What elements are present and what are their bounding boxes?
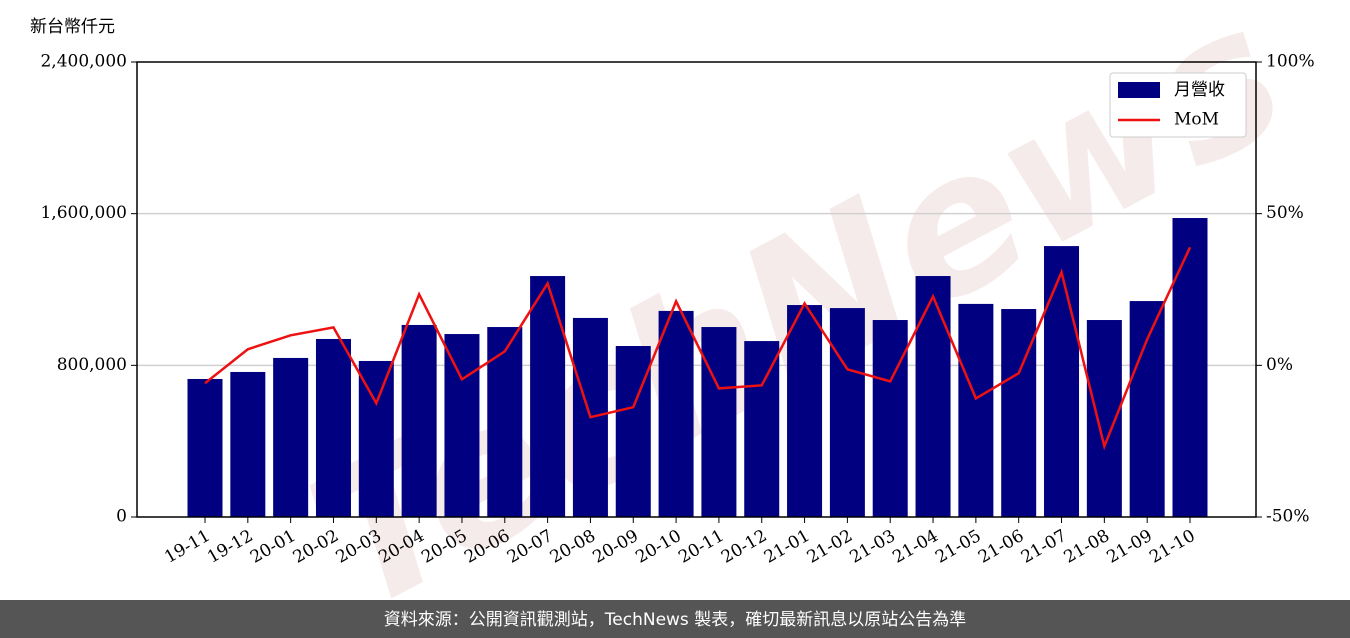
bar <box>829 308 865 517</box>
y-tick-label: 2,400,000 <box>40 52 127 72</box>
x-tick-label: 21-08 <box>1061 526 1113 568</box>
bar <box>1129 301 1165 517</box>
bar <box>1044 246 1080 517</box>
bar <box>230 371 266 517</box>
bar <box>1001 309 1037 517</box>
legend-swatch <box>1118 82 1160 98</box>
y-axis-label: 新台幣仟元 <box>30 17 115 37</box>
bar <box>315 338 351 517</box>
x-tick-label: 20-12 <box>718 526 770 568</box>
bar <box>958 303 994 517</box>
y2-tick-label: 100% <box>1266 52 1315 72</box>
bar <box>1172 218 1208 517</box>
x-tick-label: 20-11 <box>675 526 727 568</box>
bar <box>872 320 908 517</box>
bar <box>787 305 823 517</box>
bar <box>615 345 651 517</box>
x-tick-label: 21-02 <box>804 526 856 568</box>
x-tick-label: 21-03 <box>847 526 899 568</box>
y-tick-label: 0 <box>116 507 127 527</box>
bar <box>358 360 394 517</box>
legend-label: MoM <box>1174 110 1219 130</box>
bar <box>658 310 694 517</box>
y2-tick-label: 0% <box>1266 355 1293 375</box>
y2-tick-label: -50% <box>1266 507 1310 527</box>
x-tick-label: 21-05 <box>932 526 984 568</box>
x-tick-label: 19-12 <box>204 526 256 568</box>
plot-frame <box>136 61 1257 518</box>
bar <box>530 276 566 517</box>
x-tick-label: 21-04 <box>889 526 941 568</box>
x-tick-label: 21-07 <box>1018 526 1070 568</box>
y-tick-label: 800,000 <box>57 355 127 375</box>
bar <box>187 378 223 517</box>
legend-label: 月營收 <box>1174 80 1225 100</box>
x-tick-label: 21-10 <box>1146 526 1198 568</box>
y-tick-label: 1,600,000 <box>40 203 127 223</box>
x-tick-label: 21-06 <box>975 526 1027 568</box>
x-tick-label: 19-11 <box>161 526 213 568</box>
bar <box>401 324 437 517</box>
footer-bar <box>0 600 1350 638</box>
x-tick-label: 20-01 <box>247 526 299 568</box>
x-tick-label: 20-10 <box>632 526 684 568</box>
bar <box>273 357 309 517</box>
bar <box>915 276 951 517</box>
line <box>204 246 1192 451</box>
footer: 資料來源：公開資訊觀測站，TechNews 製表，確切最新訊息以原站公告為準 <box>384 610 966 630</box>
bar <box>444 334 480 517</box>
x-tick-label: 21-01 <box>761 526 813 568</box>
x-tick-label: 21-09 <box>1103 526 1155 568</box>
bar <box>487 327 523 517</box>
y2-tick-label: 50% <box>1266 203 1304 223</box>
bar <box>701 327 737 517</box>
bar <box>744 341 780 517</box>
